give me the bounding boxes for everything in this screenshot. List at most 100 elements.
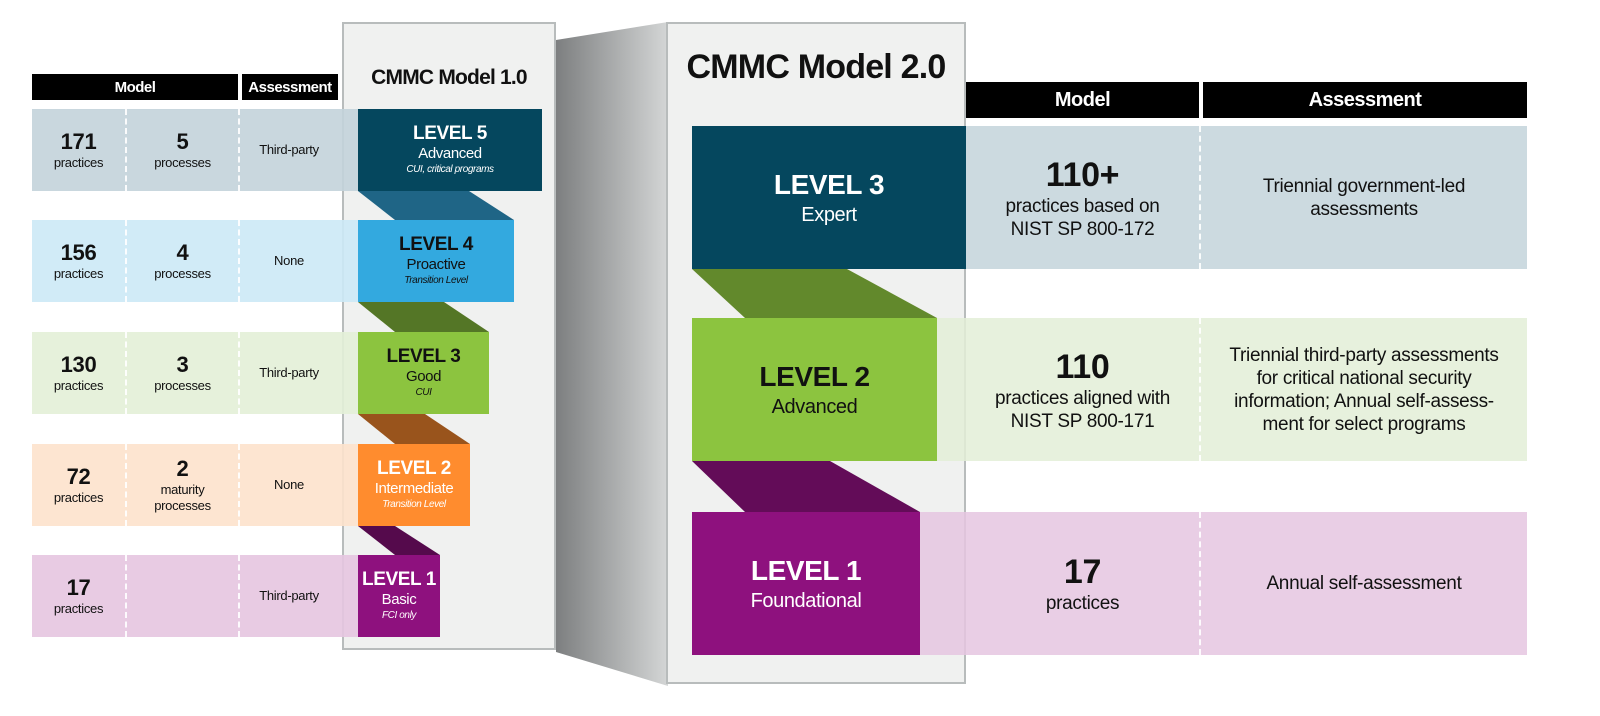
practices-count: 171 (60, 129, 97, 154)
level-name: Foundational (750, 589, 862, 612)
level-label: LEVEL 2 (759, 360, 870, 392)
model1-row: 171 practices 5 processes Third-party (32, 109, 358, 191)
practices-label: practices (53, 155, 104, 170)
processes-cell: 3 processes (127, 332, 240, 414)
assessment-value: None (274, 253, 304, 268)
assessment-cell: Third-party (240, 555, 338, 637)
assessment-value: Third-party (259, 588, 319, 603)
level-name: Advanced (771, 395, 858, 418)
model1-row: 17 practices Third-party (32, 555, 358, 637)
practices-cell: 72 practices (32, 444, 127, 526)
model1-level-3: LEVEL 3 Good CUI (358, 332, 489, 414)
level-connector (358, 414, 470, 444)
level-name: Basic (381, 591, 417, 608)
level-name: Intermediate (374, 480, 454, 497)
practices-cell: 130 practices (32, 332, 127, 414)
level-desc: Transition Level (404, 275, 468, 286)
model1-title: CMMC Model 1.0 (371, 66, 527, 89)
practices-label: practices aligned with NIST SP 800-171 (994, 387, 1171, 432)
processes-cell (127, 555, 240, 637)
level-connector (358, 302, 489, 332)
assessment-cell: Triennial third-party assessments for cr… (1201, 318, 1527, 461)
practices-label: practices (53, 601, 104, 616)
funnel-connector (556, 22, 668, 686)
model2-row: 110+ practices based on NIST SP 800-172 T… (920, 126, 1527, 269)
model1-row: 130 practices 3 processes Third-party (32, 332, 358, 414)
assessment-cell: Third-party (240, 109, 338, 191)
practices-count: 17 (66, 575, 91, 600)
practices-count: 72 (66, 464, 91, 489)
model1-row: 72 practices 2 maturity processes None (32, 444, 358, 526)
practices-label: practices based on NIST SP 800-172 (1005, 195, 1160, 240)
model-cell: 17 practices (966, 512, 1201, 655)
processes-count: 2 (176, 456, 189, 481)
processes-cell: 4 processes (127, 220, 240, 302)
model1-row: 156 practices 4 processes None (32, 220, 358, 302)
level-name: Expert (801, 203, 857, 226)
model2-level-1: LEVEL 1 Foundational (692, 512, 920, 655)
model2-title: CMMC Model 2.0 (686, 48, 947, 86)
practices-cell: 156 practices (32, 220, 127, 302)
model2-row: 110 practices aligned with NIST SP 800-17… (920, 318, 1527, 461)
model2-header-model: Model (966, 82, 1199, 118)
processes-count: 4 (176, 240, 189, 265)
level-desc: Transition Level (382, 499, 446, 510)
model2-level-3: LEVEL 3 Expert (692, 126, 966, 269)
practices-count: 17 (1063, 553, 1102, 591)
level-desc: CUI (415, 387, 432, 398)
model2-level-2: LEVEL 2 Advanced (692, 318, 937, 461)
processes-label: processes (154, 155, 211, 170)
level-name: Advanced (418, 145, 482, 162)
processes-cell: 2 maturity processes (127, 444, 240, 526)
level-desc: CUI, critical programs (406, 164, 494, 175)
level-connector (358, 526, 440, 555)
level-connector (358, 191, 514, 220)
practices-label: practices (53, 266, 104, 281)
model1-level-1: LEVEL 1 Basic FCI only (358, 555, 440, 637)
assessment-value: Third-party (259, 142, 319, 157)
level-label: LEVEL 4 (399, 234, 473, 255)
level-label: LEVEL 3 (386, 346, 461, 367)
assessment-cell: None (240, 220, 338, 302)
practices-cell: 171 practices (32, 109, 127, 191)
practices-label: practices (53, 490, 104, 505)
level-connector (692, 269, 937, 318)
level-label: LEVEL 5 (413, 123, 487, 144)
level-label: LEVEL 3 (773, 168, 885, 200)
processes-label: maturity processes (154, 482, 211, 513)
model-cell: 110+ practices based on NIST SP 800-172 (966, 126, 1201, 269)
assessment-value: None (274, 477, 304, 492)
practices-label: practices (53, 378, 104, 393)
level-label: LEVEL 2 (377, 458, 451, 479)
assessment-cell: Triennial government-led assessments (1201, 126, 1527, 269)
assessment-value: Triennial third-party assessments for cr… (1229, 344, 1499, 435)
level-connector (692, 461, 920, 512)
model1-level-4: LEVEL 4 Proactive Transition Level (358, 220, 514, 302)
processes-count: 5 (176, 129, 189, 154)
assessment-cell: Annual self-assessment (1201, 512, 1527, 655)
model1-header-assessment: Assessment (242, 74, 338, 100)
level-label: LEVEL 1 (362, 569, 436, 590)
practices-count: 110+ (1045, 155, 1120, 194)
model1-header-model: Model (32, 74, 238, 100)
practices-count: 156 (60, 240, 97, 265)
assessment-cell: Third-party (240, 332, 338, 414)
practices-cell: 17 practices (32, 555, 127, 637)
model-cell: 110 practices aligned with NIST SP 800-17… (966, 318, 1201, 461)
level-label: LEVEL 1 (750, 554, 862, 586)
practices-label: practices (1045, 593, 1120, 614)
practices-count: 110 (1055, 347, 1110, 386)
assessment-value: Third-party (259, 365, 319, 380)
processes-cell: 5 processes (127, 109, 240, 191)
practices-count: 130 (60, 352, 97, 377)
model1-level-5: LEVEL 5 Advanced CUI, critical programs (358, 109, 542, 191)
level-desc: FCI only (381, 610, 417, 621)
model2-row: 17 practices Annual self-assessment (920, 512, 1527, 655)
processes-label: processes (154, 378, 211, 393)
assessment-cell: None (240, 444, 338, 526)
assessment-value: Annual self-assessment (1266, 573, 1462, 594)
model2-header-assessment: Assessment (1203, 82, 1527, 118)
model1-level-2: LEVEL 2 Intermediate Transition Level (358, 444, 470, 526)
level-name: Good (405, 368, 442, 385)
